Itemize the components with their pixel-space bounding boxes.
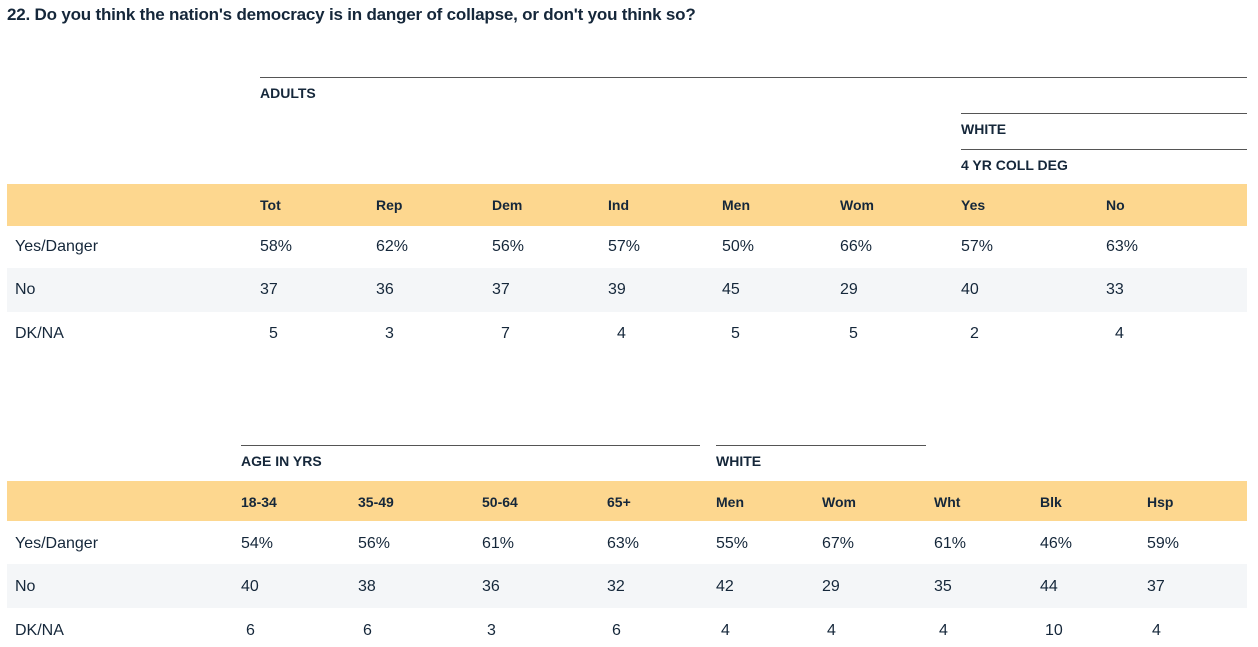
row-bg bbox=[7, 564, 1247, 608]
table-cell: 40 bbox=[241, 578, 259, 595]
table-cell: 36 bbox=[376, 281, 394, 298]
table-cell: 29 bbox=[822, 578, 840, 595]
column-header: 35-49 bbox=[358, 494, 394, 510]
table-cell: 5 bbox=[731, 325, 740, 342]
table-cell: 57% bbox=[961, 238, 994, 255]
table-cell: 39 bbox=[608, 281, 626, 298]
divider bbox=[716, 445, 926, 446]
table-cell: 54% bbox=[241, 535, 274, 552]
table-cell: 44 bbox=[1040, 578, 1058, 595]
table-cell: 61% bbox=[482, 535, 515, 552]
table-cell: 4 bbox=[1115, 325, 1124, 342]
table-cell: 35 bbox=[934, 578, 952, 595]
group-white-2: WHITE bbox=[716, 453, 762, 469]
column-header: Tot bbox=[260, 197, 281, 213]
table-cell: 36 bbox=[482, 578, 500, 595]
group-adults: ADULTS bbox=[260, 85, 316, 101]
column-header: Hsp bbox=[1147, 494, 1174, 510]
group-white: WHITE bbox=[961, 121, 1007, 137]
header-band bbox=[7, 184, 1247, 226]
column-header: No bbox=[1106, 197, 1125, 213]
column-header: 65+ bbox=[607, 494, 631, 510]
table-cell: 37 bbox=[1147, 578, 1165, 595]
table-cell: 40 bbox=[961, 281, 979, 298]
table-cell: 58% bbox=[260, 238, 293, 255]
table-cell: 6 bbox=[246, 622, 255, 639]
row-label: DK/NA bbox=[15, 622, 64, 639]
column-header: Yes bbox=[961, 197, 986, 213]
divider bbox=[961, 149, 1247, 150]
table-cell: 45 bbox=[722, 281, 740, 298]
column-header: Rep bbox=[376, 197, 403, 213]
table-cell: 63% bbox=[1106, 238, 1139, 255]
table-cell: 3 bbox=[385, 325, 394, 342]
table-cell: 4 bbox=[1152, 622, 1161, 639]
column-header: Ind bbox=[608, 197, 629, 213]
column-header: Men bbox=[722, 197, 750, 213]
table-cell: 56% bbox=[358, 535, 391, 552]
table-cell: 67% bbox=[822, 535, 855, 552]
column-header: Dem bbox=[492, 197, 523, 213]
question-title: 22. Do you think the nation's democracy … bbox=[7, 5, 696, 24]
table-cell: 6 bbox=[363, 622, 372, 639]
table-cell: 38 bbox=[358, 578, 376, 595]
row-label: Yes/Danger bbox=[15, 238, 99, 255]
table-cell: 6 bbox=[612, 622, 621, 639]
table-cell: 4 bbox=[617, 325, 626, 342]
table-cell: 61% bbox=[934, 535, 967, 552]
column-header: Blk bbox=[1040, 494, 1062, 510]
row-label: No bbox=[15, 281, 36, 298]
table-cell: 37 bbox=[492, 281, 510, 298]
header-band bbox=[7, 481, 1247, 521]
table-cell: 4 bbox=[939, 622, 948, 639]
table-cell: 63% bbox=[607, 535, 640, 552]
row-bg bbox=[7, 268, 1247, 312]
table-cell: 5 bbox=[269, 325, 278, 342]
column-header: 50-64 bbox=[482, 494, 518, 510]
table-cell: 10 bbox=[1045, 622, 1063, 639]
divider bbox=[241, 445, 700, 446]
row-label: No bbox=[15, 578, 36, 595]
group-age: AGE IN YRS bbox=[241, 453, 322, 469]
table-cell: 32 bbox=[607, 578, 625, 595]
table-cell: 2 bbox=[970, 325, 979, 342]
table-cell: 3 bbox=[487, 622, 496, 639]
table-cell: 33 bbox=[1106, 281, 1124, 298]
table-cell: 37 bbox=[260, 281, 278, 298]
table-cell: 57% bbox=[608, 238, 641, 255]
column-header: Men bbox=[716, 494, 744, 510]
divider bbox=[260, 77, 1247, 78]
column-header: Wom bbox=[840, 197, 874, 213]
column-header: Wht bbox=[934, 494, 961, 510]
table-cell: 5 bbox=[849, 325, 858, 342]
divider bbox=[961, 113, 1247, 114]
row-label: Yes/Danger bbox=[15, 535, 99, 552]
table-cell: 42 bbox=[716, 578, 734, 595]
table-cell: 59% bbox=[1147, 535, 1180, 552]
table-cell: 46% bbox=[1040, 535, 1073, 552]
table-cell: 7 bbox=[501, 325, 510, 342]
table-cell: 4 bbox=[721, 622, 730, 639]
row-label: DK/NA bbox=[15, 325, 64, 342]
table-cell: 4 bbox=[827, 622, 836, 639]
group-coll-deg: 4 YR COLL DEG bbox=[961, 157, 1068, 173]
column-header: Wom bbox=[822, 494, 856, 510]
table-cell: 55% bbox=[716, 535, 749, 552]
table-cell: 29 bbox=[840, 281, 858, 298]
table-cell: 50% bbox=[722, 238, 755, 255]
column-header: 18-34 bbox=[241, 494, 277, 510]
table-cell: 56% bbox=[492, 238, 525, 255]
table-cell: 62% bbox=[376, 238, 409, 255]
table-cell: 66% bbox=[840, 238, 873, 255]
